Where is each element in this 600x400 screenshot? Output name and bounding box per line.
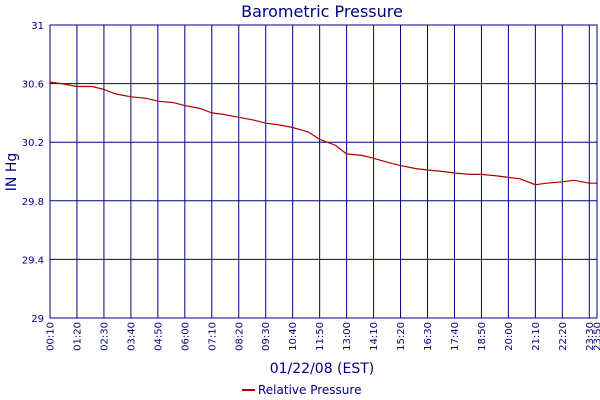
y-axis-label: IN Hg xyxy=(4,153,20,191)
x-tick-label: 10:40 xyxy=(288,322,299,351)
x-tick-label: 21:10 xyxy=(531,322,542,351)
y-tick-label: 30.2 xyxy=(22,138,44,149)
chart-title: Barometric Pressure xyxy=(241,2,403,21)
series-layer xyxy=(49,81,597,186)
x-tick-label: 14:10 xyxy=(369,322,380,351)
series-line-relative-pressure xyxy=(49,81,597,186)
x-tick-label: 00:10 xyxy=(46,322,57,351)
x-tick-label: 23:30 xyxy=(585,322,596,351)
legend: Relative Pressure xyxy=(242,383,361,397)
y-tick-label: 31 xyxy=(31,21,44,32)
x-tick-label: 07:10 xyxy=(207,322,218,351)
x-tick-label: 09:30 xyxy=(261,322,272,351)
x-tick-label: 01:20 xyxy=(72,322,83,351)
plot-area-frame xyxy=(49,24,598,319)
x-tick-label: 16:30 xyxy=(423,322,434,351)
x-tick-label: 08:20 xyxy=(234,322,245,351)
x-axis-ticks: 00:10 01:20 02:30 03:40 04:50 06:00 07:10 08:20… xyxy=(46,322,600,351)
y-axis-ticks: 29 29.4 29.8 30.2 30.6 31 xyxy=(22,21,44,325)
x-tick-label: 03:40 xyxy=(126,322,137,351)
x-tick-label: 18:50 xyxy=(477,322,488,351)
y-tick-label: 29 xyxy=(31,314,44,325)
x-tick-label: 13:00 xyxy=(342,322,353,351)
x-tick-label: 20:00 xyxy=(504,322,515,351)
legend-label-relative-pressure: Relative Pressure xyxy=(258,383,361,397)
x-tick-label: 04:50 xyxy=(153,322,164,351)
y-tick-label: 29.8 xyxy=(22,197,44,208)
y-tick-label: 29.4 xyxy=(22,255,44,266)
x-tick-label: 23:50 xyxy=(593,322,600,351)
y-tick-label: 30.6 xyxy=(22,80,44,91)
x-axis-label: 01/22/08 (EST) xyxy=(270,361,375,377)
x-tick-label: 17:40 xyxy=(450,322,461,351)
x-tick-label: 02:30 xyxy=(99,322,110,351)
grid xyxy=(49,24,598,319)
x-tick-label: 15:20 xyxy=(396,322,407,351)
x-tick-label: 11:50 xyxy=(315,322,326,351)
x-tick-label: 06:00 xyxy=(180,322,191,351)
x-tick-label: 22:20 xyxy=(558,322,569,351)
